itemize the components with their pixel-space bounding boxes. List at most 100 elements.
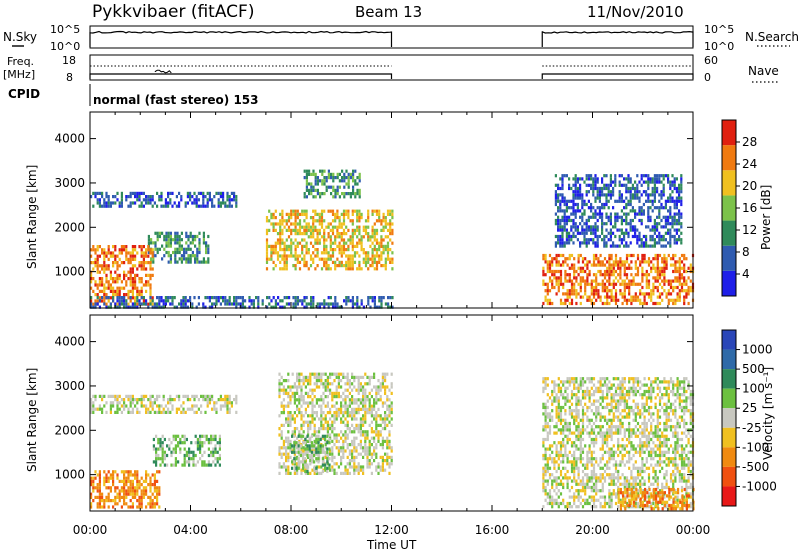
data-cell <box>313 417 316 421</box>
data-cell <box>565 228 568 232</box>
data-cell <box>634 225 637 229</box>
data-cell <box>214 450 217 454</box>
data-cell <box>642 180 645 184</box>
data-cell <box>204 394 207 398</box>
data-cell <box>156 470 159 474</box>
data-cell <box>332 188 335 192</box>
data-cell <box>123 398 126 402</box>
data-cell <box>574 193 577 197</box>
data-cell <box>184 204 187 208</box>
data-cell <box>98 479 101 483</box>
data-cell <box>92 305 95 309</box>
data-cell <box>386 241 390 245</box>
data-cell <box>574 186 577 191</box>
data-cell <box>683 279 686 283</box>
data-cell <box>107 248 110 252</box>
data-cell <box>169 234 172 239</box>
data-cell <box>289 411 292 415</box>
data-cell <box>129 473 132 477</box>
data-cell <box>548 495 552 499</box>
data-cell <box>202 394 205 398</box>
data-cell <box>138 289 141 293</box>
data-cell <box>265 254 269 258</box>
data-cell <box>176 247 179 251</box>
data-cell <box>367 260 370 264</box>
colorbar-label: 28 <box>742 135 757 149</box>
data-cell <box>597 289 600 293</box>
data-cell <box>140 289 143 293</box>
data-cell <box>131 264 134 268</box>
data-cell <box>316 188 319 192</box>
data-cell <box>305 302 308 306</box>
data-cell <box>311 468 314 472</box>
data-cell <box>101 492 104 496</box>
data-cell <box>165 234 168 239</box>
data-cell <box>346 388 349 392</box>
data-cell <box>180 299 183 303</box>
data-cell <box>208 394 211 398</box>
data-cell <box>278 382 281 386</box>
data-cell <box>579 183 582 187</box>
data-cell <box>331 228 335 232</box>
data-cell <box>265 228 269 232</box>
data-cell <box>351 267 354 271</box>
data-cell <box>555 425 558 429</box>
data-cell <box>375 248 379 252</box>
data-cell <box>314 212 317 216</box>
data-cell <box>570 266 574 270</box>
data-cell <box>380 235 383 239</box>
data-cell <box>358 254 361 258</box>
data-cell <box>605 212 608 216</box>
data-cell <box>116 299 119 303</box>
data-cell <box>202 398 205 402</box>
data-cell <box>193 398 196 402</box>
data-cell <box>157 441 160 445</box>
data-cell <box>621 263 624 267</box>
data-cell <box>161 444 164 448</box>
data-cell <box>625 301 629 306</box>
data-cell <box>159 444 162 448</box>
data-cell <box>368 446 371 450</box>
data-cell <box>345 264 348 268</box>
data-cell <box>353 379 356 383</box>
data-cell <box>292 302 295 306</box>
data-cell <box>136 302 139 306</box>
data-cell <box>373 257 376 261</box>
data-cell <box>219 204 222 208</box>
data-cell <box>294 251 297 255</box>
data-cell <box>652 292 655 296</box>
data-cell <box>595 253 598 258</box>
data-cell <box>559 460 563 464</box>
data-cell <box>96 293 99 297</box>
data-cell <box>156 250 159 255</box>
data-cell <box>147 483 150 487</box>
data-cell <box>145 289 148 293</box>
data-cell <box>555 282 558 286</box>
data-cell <box>649 234 652 239</box>
data-cell <box>318 398 321 402</box>
data-cell <box>594 244 597 248</box>
data-cell <box>101 195 104 199</box>
data-cell <box>331 430 334 434</box>
data-cell <box>658 266 662 270</box>
data-cell <box>321 182 324 186</box>
data-cell <box>210 437 213 442</box>
data-cell <box>172 447 175 451</box>
data-cell <box>303 228 306 232</box>
data-cell <box>338 248 341 252</box>
data-cell <box>673 228 676 232</box>
data-cell <box>333 395 336 399</box>
data-cell <box>296 462 299 466</box>
data-cell <box>337 372 340 376</box>
data-cell <box>353 254 357 258</box>
data-cell <box>680 215 683 219</box>
data-cell <box>353 436 356 440</box>
data-cell <box>151 499 154 503</box>
data-cell <box>573 276 576 280</box>
data-cell <box>544 282 547 286</box>
freq-trace <box>541 73 694 79</box>
data-cell <box>118 204 121 208</box>
data-cell <box>287 423 290 427</box>
data-cell <box>233 191 236 195</box>
data-cell <box>296 260 299 264</box>
